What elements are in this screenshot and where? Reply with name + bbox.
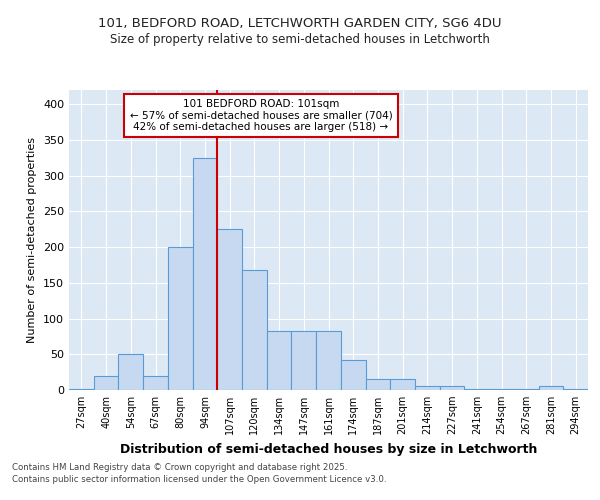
Bar (168, 247, 193, 390)
Bar (415, 386, 440, 390)
Text: 101 BEDFORD ROAD: 101sqm
← 57% of semi-detached houses are smaller (704)
42% of : 101 BEDFORD ROAD: 101sqm ← 57% of semi-d… (130, 99, 392, 132)
Bar (292, 332, 316, 390)
Bar (316, 332, 341, 390)
Y-axis label: Number of semi-detached properties: Number of semi-detached properties (28, 137, 37, 343)
Bar (69, 388, 94, 390)
Bar (365, 380, 390, 390)
Bar (94, 376, 118, 390)
Bar (440, 386, 464, 390)
Bar (341, 360, 365, 390)
Text: Size of property relative to semi-detached houses in Letchworth: Size of property relative to semi-detach… (110, 32, 490, 46)
Bar (118, 354, 143, 390)
Bar (539, 386, 563, 390)
Bar (143, 376, 168, 390)
Text: 101, BEDFORD ROAD, LETCHWORTH GARDEN CITY, SG6 4DU: 101, BEDFORD ROAD, LETCHWORTH GARDEN CIT… (98, 18, 502, 30)
Bar (217, 230, 242, 390)
Text: Contains HM Land Registry data © Crown copyright and database right 2025.: Contains HM Land Registry data © Crown c… (12, 464, 347, 472)
Bar (267, 332, 292, 390)
Bar (242, 270, 267, 390)
Bar (193, 158, 217, 390)
Text: Contains public sector information licensed under the Open Government Licence v3: Contains public sector information licen… (12, 474, 386, 484)
X-axis label: Distribution of semi-detached houses by size in Letchworth: Distribution of semi-detached houses by … (120, 442, 537, 456)
Bar (390, 380, 415, 390)
Bar (563, 388, 588, 390)
